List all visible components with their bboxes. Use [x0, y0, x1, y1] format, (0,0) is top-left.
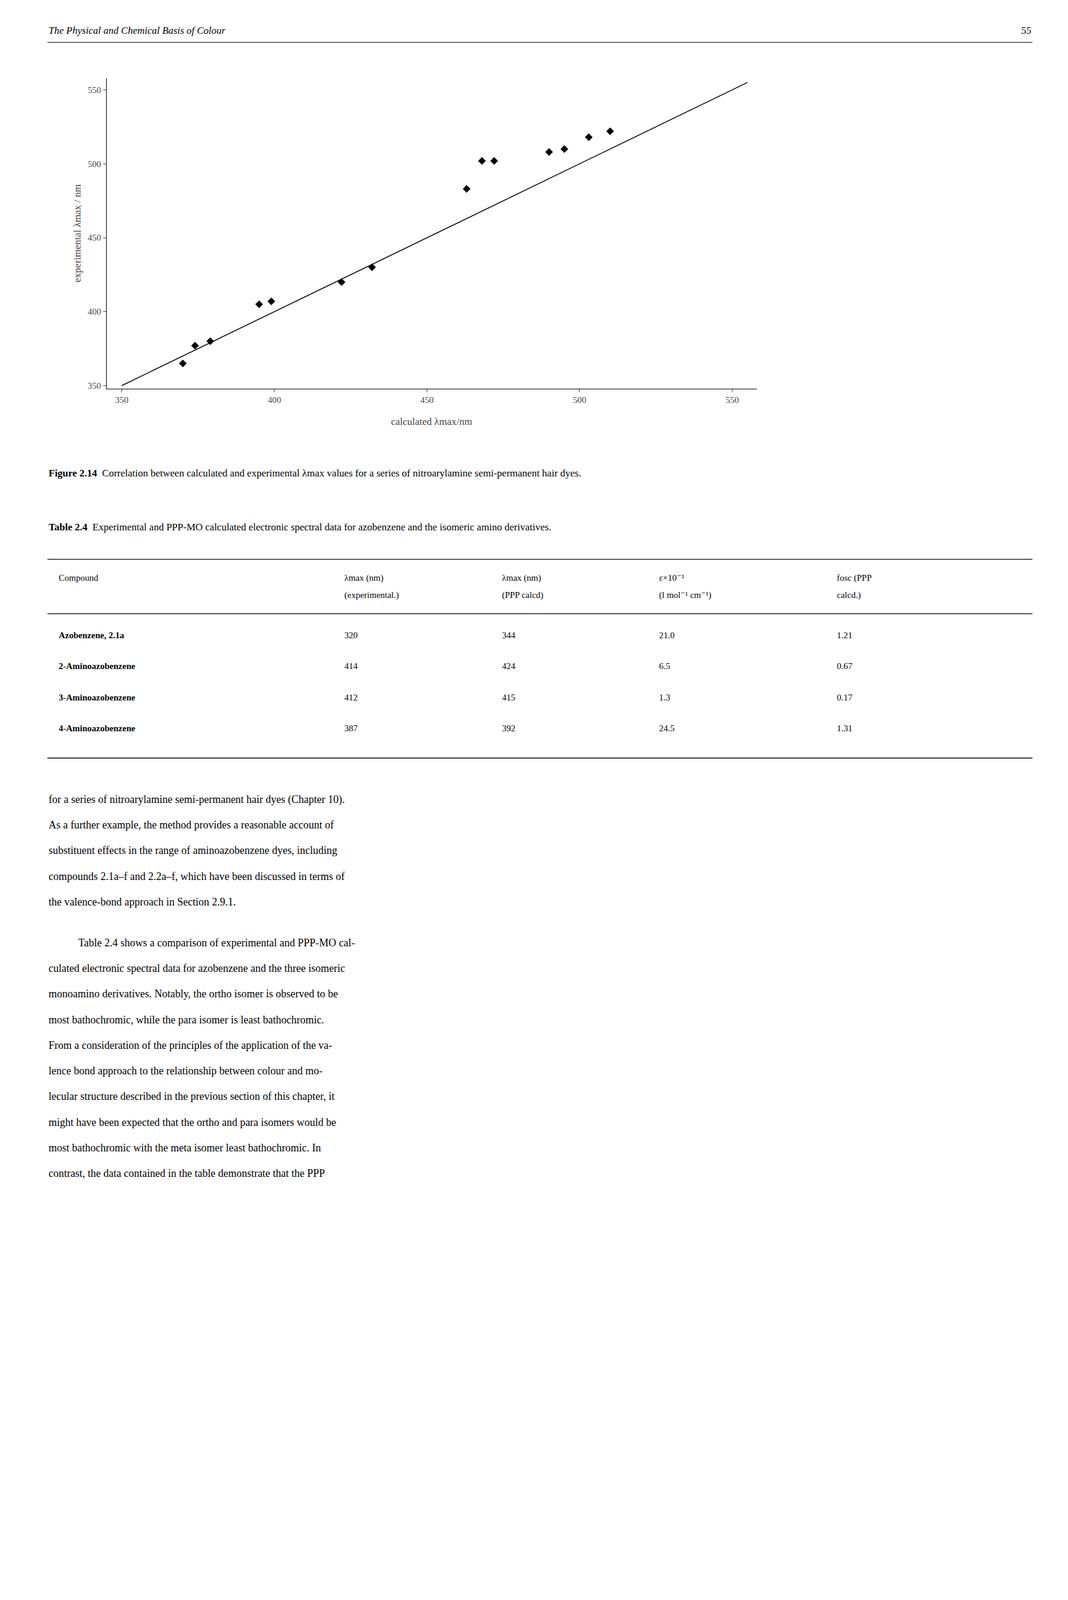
svg-text:415: 415: [501, 692, 516, 703]
svg-text:(l mol⁻¹ cm⁻¹): (l mol⁻¹ cm⁻¹): [659, 590, 712, 601]
svg-text:The Physical and Chemical Basi: The Physical and Chemical Basis of Colou…: [48, 24, 226, 37]
svg-text:the valence-bond approach in S: the valence-bond approach in Section 2.9…: [48, 896, 236, 908]
svg-text:lecular structure described in: lecular structure described in the previ…: [48, 1090, 335, 1103]
svg-text:λmax (nm): λmax (nm): [344, 573, 384, 584]
svg-text:Compound: Compound: [58, 573, 99, 583]
svg-text:(experimental.): (experimental.): [344, 590, 399, 601]
svg-text:400: 400: [87, 307, 102, 317]
svg-text:2-Aminoazobenzene: 2-Aminoazobenzene: [58, 661, 136, 671]
svg-text:320: 320: [344, 630, 358, 641]
svg-text:450: 450: [87, 232, 102, 243]
svg-text:0.67: 0.67: [836, 661, 853, 671]
svg-text:Table 2.4 Experimental and PP: Table 2.4 Experimental and PPP-MO calcul…: [48, 521, 552, 533]
svg-text:344: 344: [501, 630, 516, 641]
svg-text:414: 414: [344, 661, 358, 671]
svg-text:350: 350: [114, 395, 129, 405]
svg-text:substituent effects in the ran: substituent effects in the range of amin…: [48, 844, 338, 857]
svg-text:lence bond approach to the rel: lence bond approach to the relationship …: [48, 1065, 323, 1077]
svg-text:1.21: 1.21: [836, 630, 853, 641]
svg-text:450: 450: [420, 395, 434, 405]
svg-text:contrast, the data contained i: contrast, the data contained in the tabl…: [48, 1167, 325, 1180]
svg-text:0.17: 0.17: [836, 692, 853, 703]
svg-text:3-Aminoazobenzene: 3-Aminoazobenzene: [58, 692, 136, 703]
svg-text:500: 500: [87, 159, 102, 169]
svg-text:500: 500: [573, 395, 587, 405]
svg-text:most bathochromic with the met: most bathochromic with the meta isomer l…: [48, 1142, 321, 1154]
svg-text:might have been expected that: might have been expected that the ortho …: [48, 1116, 337, 1129]
svg-text:for a series of nitroarylamine: for a series of nitroarylamine semi-perm…: [48, 793, 345, 807]
svg-text:From a consideration of the pr: From a consideration of the principles o…: [48, 1039, 332, 1052]
svg-text:Azobenzene, 2.1a: Azobenzene, 2.1a: [58, 630, 125, 641]
svg-text:experimental λmax / nm: experimental λmax / nm: [71, 184, 83, 283]
svg-text:1.31: 1.31: [836, 723, 853, 734]
svg-text:6.5: 6.5: [659, 661, 671, 671]
svg-text:most bathochromic, while the p: most bathochromic, while the para isomer…: [48, 1014, 325, 1026]
svg-text:400: 400: [267, 395, 282, 405]
svg-text:424: 424: [501, 661, 516, 671]
svg-text:culated electronic spectral da: culated electronic spectral data for azo…: [48, 962, 345, 975]
svg-text:412: 412: [344, 692, 358, 703]
svg-text:550: 550: [725, 395, 740, 405]
svg-text:(PPP calcd): (PPP calcd): [501, 590, 544, 601]
svg-text:fosc (PPP: fosc (PPP: [836, 573, 872, 584]
svg-text:compounds 2.1a–f and 2.2a–f, w: compounds 2.1a–f and 2.2a–f, which have …: [48, 870, 345, 883]
svg-text:21.0: 21.0: [659, 630, 675, 641]
svg-text:55: 55: [1021, 24, 1032, 37]
svg-text:monoamino derivatives. Notably: monoamino derivatives. Notably, the orth…: [48, 987, 338, 1000]
svg-text:calculated λmax/nm: calculated λmax/nm: [391, 416, 473, 428]
svg-text:Table 2.4 shows a comparison o: Table 2.4 shows a comparison of experime…: [78, 937, 356, 949]
svg-text:1.3: 1.3: [659, 692, 671, 703]
svg-text:387: 387: [344, 723, 358, 734]
svg-text:350: 350: [87, 381, 102, 391]
svg-text:550: 550: [87, 85, 102, 95]
svg-text:392: 392: [501, 723, 516, 734]
svg-text:4-Aminoazobenzene: 4-Aminoazobenzene: [58, 723, 136, 734]
svg-text:ε×10⁻³: ε×10⁻³: [659, 573, 685, 583]
svg-text:λmax (nm): λmax (nm): [501, 573, 542, 584]
svg-text:As a further example, the meth: As a further example, the method provide…: [48, 819, 334, 831]
svg-text:calcd.): calcd.): [836, 590, 861, 601]
svg-text:24.5: 24.5: [659, 723, 675, 734]
svg-text:Figure 2.14 Correlation betwe: Figure 2.14 Correlation between calculat…: [48, 467, 582, 479]
